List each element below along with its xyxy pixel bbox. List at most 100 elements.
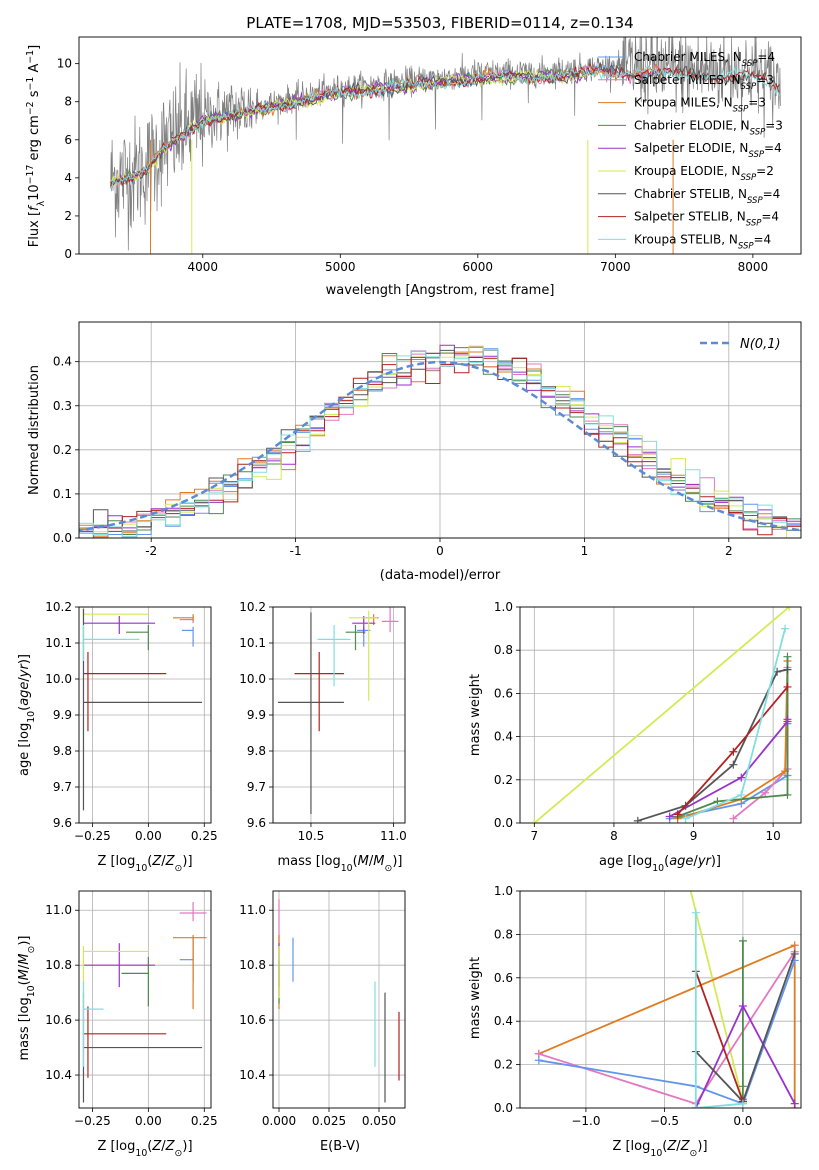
x-tick-label: 8 bbox=[610, 829, 618, 843]
legend-label-main: Kroupa STELIB, N bbox=[634, 232, 738, 246]
cumulative-line bbox=[533, 607, 790, 823]
y-tick-label: 0.4 bbox=[53, 355, 72, 369]
legend-label-tail: =4 bbox=[764, 141, 782, 155]
x-tick-label: 8000 bbox=[738, 260, 769, 274]
x-tick-label: 0 bbox=[436, 544, 444, 558]
cumulative-marker bbox=[673, 810, 682, 819]
y-tick-label: 0.1 bbox=[53, 487, 72, 501]
x-tick-label: 7000 bbox=[600, 260, 631, 274]
x-tick-label: 1 bbox=[581, 544, 589, 558]
legend-label-tail: =2 bbox=[756, 164, 774, 178]
residuals-ticks: -2 -1 0 1 2 0.0 0.1 0.2 0.3 0.4 bbox=[53, 355, 733, 558]
mass-vs-Z-ylabel: mass [log10(M/M⊙)] bbox=[17, 936, 37, 1061]
y-tick-label: 0.8 bbox=[494, 927, 513, 941]
cumulative-line bbox=[677, 656, 789, 818]
legend-label: Chabrier ELODIE, NSSP=3 bbox=[634, 118, 783, 137]
cumulative-age-xlabel: age [log10(age/yr)] bbox=[599, 854, 721, 874]
cumulative-marker bbox=[783, 665, 792, 674]
x-tick-label: 0.0 bbox=[733, 1114, 752, 1128]
x-tick-label: 10 bbox=[765, 829, 780, 843]
y-tick-label: 1.0 bbox=[494, 600, 513, 614]
y-tick-label: 10.2 bbox=[45, 600, 72, 614]
legend-label-main: Chabrier ELODIE, N bbox=[634, 118, 750, 132]
cumulative-marker bbox=[665, 812, 674, 821]
cumulative-marker bbox=[738, 1099, 747, 1108]
legend-label: Chabrier STELIB, NSSP=4 bbox=[634, 187, 780, 206]
cumulative-marker bbox=[783, 652, 792, 661]
y-tick-label: 0 bbox=[64, 247, 72, 261]
y-tick-label: 1.0 bbox=[494, 884, 513, 898]
y-tick-label: 0.8 bbox=[494, 643, 513, 657]
cumulative-marker bbox=[633, 816, 642, 823]
y-tick-label: 10.4 bbox=[239, 1068, 266, 1082]
figure-title: PLATE=1708, MJD=53503, FIBERID=0114, z=0… bbox=[246, 14, 633, 32]
y-tick-label: 0.2 bbox=[53, 443, 72, 457]
legend-label: Kroupa STELIB, NSSP=4 bbox=[634, 232, 771, 251]
x-tick-label: -1 bbox=[290, 544, 302, 558]
cumulative_Z-frame bbox=[519, 890, 802, 1109]
mass_vs_Z-ticks: −0.25 0.00 0.25 10.4 10.6 10.8 11.0 bbox=[45, 903, 217, 1128]
cumulative-marker bbox=[691, 908, 700, 917]
y-tick-label: 0.4 bbox=[494, 730, 513, 744]
cumulative-line bbox=[694, 912, 743, 1108]
residuals-legend: N(0,1) bbox=[700, 337, 781, 352]
y-tick-label: 6 bbox=[64, 133, 72, 147]
cumulative-marker bbox=[783, 715, 792, 724]
x-tick-label: 5000 bbox=[325, 260, 356, 274]
legend-label-sub: SSP bbox=[741, 173, 757, 183]
age_vs_mass-ticks: 10.5 11.0 9.6 9.7 9.8 9.9 10.0 10.1 10.2 bbox=[239, 600, 407, 843]
age_vs_Z-frame bbox=[78, 606, 212, 824]
legend-label-sub: SSP bbox=[741, 82, 757, 92]
cumulative_Z-ticks: −1.0 −0.5 0.0 0.0 0.2 0.4 0.6 0.8 1.0 bbox=[494, 884, 753, 1128]
spectrum-plot bbox=[110, 37, 781, 254]
age_vs_mass-plot bbox=[277, 607, 399, 814]
legend-label-sub: SSP bbox=[747, 196, 763, 206]
x-tick-label: 9 bbox=[690, 829, 698, 843]
x-tick-label: 0.00 bbox=[135, 829, 162, 843]
y-tick-label: 9.9 bbox=[53, 708, 72, 722]
legend-label: Kroupa MILES, NSSP=3 bbox=[634, 96, 766, 115]
legend-label: N(0,1) bbox=[740, 337, 781, 352]
legend-label-tail: =4 bbox=[757, 50, 775, 64]
x-tick-label: 0.25 bbox=[191, 1114, 218, 1128]
legend-label: Chabrier MILES, NSSP=4 bbox=[634, 50, 775, 69]
cumulative_Z-plot bbox=[534, 891, 799, 1108]
y-tick-label: 9.8 bbox=[53, 744, 72, 758]
y-tick-label: 8 bbox=[64, 95, 72, 109]
legend-label-main: Kroupa ELODIE, N bbox=[634, 164, 741, 178]
y-tick-label: 0.0 bbox=[53, 531, 72, 545]
spectrum-model-line bbox=[110, 62, 780, 187]
mass_vs_ebv-frame bbox=[272, 890, 406, 1109]
mass-vs-Z-xlabel: Z [log10(Z/Z⊙)] bbox=[97, 1139, 192, 1159]
y-tick-label: 0.2 bbox=[494, 773, 513, 787]
y-tick-label: 0.2 bbox=[494, 1058, 513, 1072]
y-tick-label: 4 bbox=[64, 171, 72, 185]
x-tick-label: −0.25 bbox=[74, 829, 111, 843]
cumulative-Z-xlabel: Z [log10(Z/Z⊙)] bbox=[612, 1139, 707, 1159]
y-tick-label: 9.6 bbox=[53, 816, 72, 830]
x-tick-label: 0.050 bbox=[362, 1114, 396, 1128]
y-tick-label: 9.9 bbox=[247, 708, 266, 722]
age_vs_Z-axes bbox=[79, 606, 211, 824]
cumulative-marker bbox=[737, 790, 746, 799]
legend-label-main: Kroupa MILES, N bbox=[634, 96, 733, 110]
cumulative-marker bbox=[790, 949, 799, 958]
legend-label-main: Salpeter STELIB, N bbox=[634, 210, 746, 224]
cumulative-marker bbox=[783, 790, 792, 799]
y-tick-label: 2 bbox=[64, 209, 72, 223]
residuals-frame bbox=[78, 321, 802, 539]
age_vs_mass-frame bbox=[272, 606, 406, 824]
cumulative-marker bbox=[783, 682, 792, 691]
y-tick-label: 11.0 bbox=[45, 903, 72, 917]
cumulative-marker bbox=[738, 1082, 747, 1091]
cumulative-marker bbox=[713, 797, 722, 806]
cumulative-marker bbox=[738, 1002, 747, 1011]
legend-label-tail: =3 bbox=[748, 96, 766, 110]
cumulative_age-plot bbox=[530, 607, 794, 823]
y-tick-label: 0.4 bbox=[494, 1014, 513, 1028]
y-tick-label: 9.8 bbox=[247, 744, 266, 758]
gaussian-curve bbox=[79, 360, 801, 532]
cumulative-line bbox=[538, 960, 796, 1105]
legend-label: Salpeter STELIB, NSSP=4 bbox=[634, 210, 779, 229]
